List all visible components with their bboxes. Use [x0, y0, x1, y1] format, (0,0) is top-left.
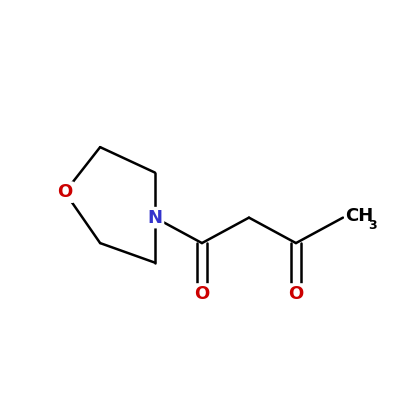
- Text: O: O: [57, 183, 72, 201]
- Text: O: O: [288, 285, 304, 303]
- Text: 3: 3: [368, 219, 377, 232]
- Text: CH: CH: [345, 207, 373, 225]
- Text: N: N: [148, 209, 162, 227]
- Text: O: O: [194, 285, 210, 303]
